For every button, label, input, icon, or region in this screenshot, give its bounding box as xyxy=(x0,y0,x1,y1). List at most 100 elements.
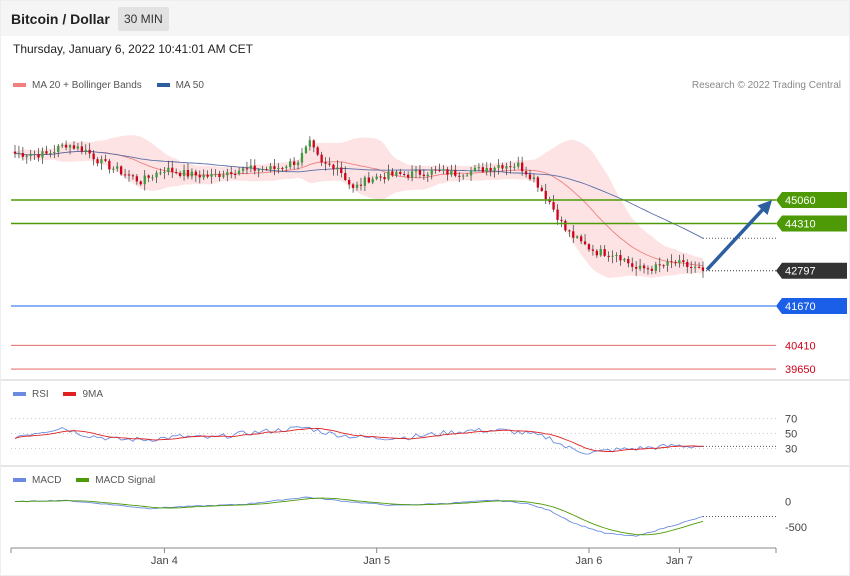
candle-body xyxy=(116,166,119,169)
candle-body xyxy=(33,154,36,155)
interval-button[interactable]: 30 MIN xyxy=(118,7,169,31)
candle-body xyxy=(64,144,68,148)
candle-body xyxy=(296,162,300,165)
candle-body xyxy=(473,167,477,171)
candle-body xyxy=(587,244,591,250)
candle-body xyxy=(391,171,394,176)
candle-body xyxy=(241,168,245,171)
candle-body xyxy=(143,175,146,185)
candle-body xyxy=(607,255,610,257)
candle-body xyxy=(528,174,532,180)
rsi-tick-70: 70 xyxy=(785,414,797,426)
candle-body xyxy=(568,230,571,232)
candle-body xyxy=(293,161,296,165)
rsi-line xyxy=(14,426,704,455)
candle-body xyxy=(127,174,131,176)
level-tag-45060 xyxy=(776,192,847,208)
candle-body xyxy=(171,167,174,172)
candle-body xyxy=(450,170,453,175)
candle-body xyxy=(13,151,17,154)
candle-body xyxy=(497,165,500,168)
candle-body xyxy=(234,174,237,175)
candle-body xyxy=(237,170,241,174)
candle-body xyxy=(646,268,650,270)
rsi-ma-swatch xyxy=(63,392,77,397)
candle-body xyxy=(190,171,193,177)
candle-body xyxy=(112,168,115,170)
candle-body xyxy=(572,231,575,238)
level-tag-41670 xyxy=(776,297,847,314)
rsi-ma-line xyxy=(14,427,704,453)
chart-datetime: Thursday, January 6, 2022 10:41:01 AM CE… xyxy=(13,42,253,56)
candle-body xyxy=(253,165,256,171)
candle-body xyxy=(92,153,95,160)
macd-legend: MACD MACD Signal xyxy=(13,475,155,486)
price-legend: MA 20 + Bollinger Bands MA 50 xyxy=(13,80,204,91)
candle-body xyxy=(560,219,563,221)
candle-body xyxy=(623,258,626,261)
candle-body xyxy=(206,174,209,177)
level-value-39650: 39650 xyxy=(785,364,816,376)
candle-body xyxy=(308,140,311,147)
candle-body xyxy=(591,249,594,251)
level-value-41670: 41670 xyxy=(785,301,816,313)
candle-body xyxy=(76,146,79,149)
candle-body xyxy=(686,262,689,267)
candle-body xyxy=(532,177,536,180)
macd-legend-label: MACD xyxy=(32,475,62,486)
ma20-swatch xyxy=(13,83,26,88)
candle-body xyxy=(701,267,705,271)
candle-body xyxy=(37,154,40,158)
candle-body xyxy=(45,151,48,154)
candle-body xyxy=(163,171,166,173)
candle-body xyxy=(418,170,422,175)
candle-body xyxy=(690,267,693,268)
candle-body xyxy=(583,241,587,245)
candle-body xyxy=(285,166,288,168)
candle-body xyxy=(265,169,268,171)
candle-body xyxy=(88,149,91,154)
candle-body xyxy=(379,176,382,178)
candle-body xyxy=(41,151,44,158)
candle-body xyxy=(485,168,488,172)
candle-body xyxy=(269,166,272,170)
candle-body xyxy=(29,154,32,156)
rsi-swatch xyxy=(13,392,26,397)
candle-body xyxy=(603,249,606,256)
candle-body xyxy=(218,173,221,177)
candle-body xyxy=(642,265,646,269)
candle-body xyxy=(650,268,653,271)
ma20-line xyxy=(14,150,704,267)
candle-body xyxy=(230,172,233,174)
macd-line xyxy=(15,496,704,537)
candle-body xyxy=(320,154,323,163)
level-tag-44310 xyxy=(776,215,847,232)
forecast-arrow-head xyxy=(757,200,772,216)
candle-body xyxy=(403,174,406,175)
candle-body xyxy=(524,171,528,175)
candle-body xyxy=(410,171,414,178)
candle-body xyxy=(678,260,681,264)
candle-body xyxy=(25,155,28,157)
candle-body xyxy=(442,169,445,171)
candle-body xyxy=(580,236,583,242)
candle-body xyxy=(509,166,512,168)
candle-body xyxy=(175,172,178,173)
candle-body xyxy=(178,172,182,176)
candle-body xyxy=(348,180,351,185)
macd-tick--500: -500 xyxy=(785,522,807,534)
candle-body xyxy=(371,179,374,183)
candle-body xyxy=(635,266,638,269)
ma50-legend-label: MA 50 xyxy=(175,80,204,91)
rsi-ma-legend-label: 9MA xyxy=(82,389,104,400)
candle-body xyxy=(611,255,614,257)
candle-body xyxy=(501,165,504,169)
candle-body xyxy=(96,159,99,164)
candle-body xyxy=(481,167,484,172)
candle-body xyxy=(615,255,618,256)
candle-body xyxy=(72,145,76,149)
candle-body xyxy=(194,171,197,176)
candle-body xyxy=(49,153,52,154)
rsi-tick-30: 30 xyxy=(785,444,797,456)
